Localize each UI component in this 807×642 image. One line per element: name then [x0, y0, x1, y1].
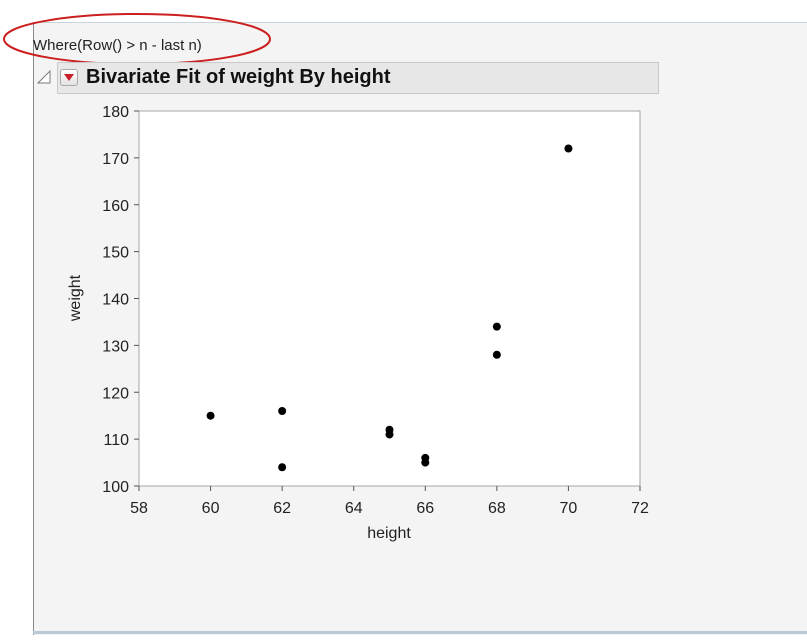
y-tick-label: 180	[102, 104, 129, 121]
where-clause-label: Where(Row() > n - last n)	[33, 37, 202, 54]
x-tick-label: 68	[488, 500, 506, 517]
data-point[interactable]	[206, 411, 215, 420]
data-points	[206, 144, 573, 472]
y-axis: 100 110 120 130 140 150 160 170 180	[102, 104, 139, 496]
report-header	[57, 62, 659, 94]
x-axis: 58 60 62 64 66 68 70 72	[130, 486, 649, 517]
data-point[interactable]	[421, 458, 430, 467]
y-tick-label: 140	[102, 292, 129, 309]
y-axis-label: weight	[67, 274, 84, 322]
red-triangle-icon	[64, 74, 74, 81]
data-point[interactable]	[564, 144, 573, 153]
y-tick-label: 110	[103, 432, 129, 449]
y-tick-label: 100	[102, 479, 129, 496]
data-point[interactable]	[278, 407, 287, 415]
y-tick-label: 150	[102, 245, 129, 262]
report-title: Bivariate Fit of weight By height	[86, 66, 391, 88]
data-point[interactable]	[278, 463, 287, 472]
y-tick-label: 160	[102, 198, 129, 215]
data-point[interactable]	[492, 350, 501, 359]
x-tick-label: 70	[560, 500, 578, 517]
data-point[interactable]	[385, 430, 394, 439]
disclosure-triangle-icon[interactable]	[37, 70, 51, 84]
y-tick-label: 130	[102, 338, 129, 355]
x-tick-label: 72	[631, 500, 649, 517]
plot-frame	[138, 110, 641, 487]
x-axis-label: height	[367, 525, 411, 542]
y-tick-label: 120	[102, 385, 129, 402]
x-tick-label: 64	[345, 500, 363, 517]
x-tick-label: 66	[416, 500, 434, 517]
x-tick-label: 58	[130, 500, 148, 517]
x-tick-label: 60	[202, 500, 220, 517]
red-triangle-menu-button[interactable]	[60, 69, 78, 86]
y-tick-label: 170	[102, 151, 129, 168]
x-tick-label: 62	[273, 500, 291, 517]
panel-bottom-border	[33, 631, 807, 634]
data-point[interactable]	[492, 322, 501, 331]
